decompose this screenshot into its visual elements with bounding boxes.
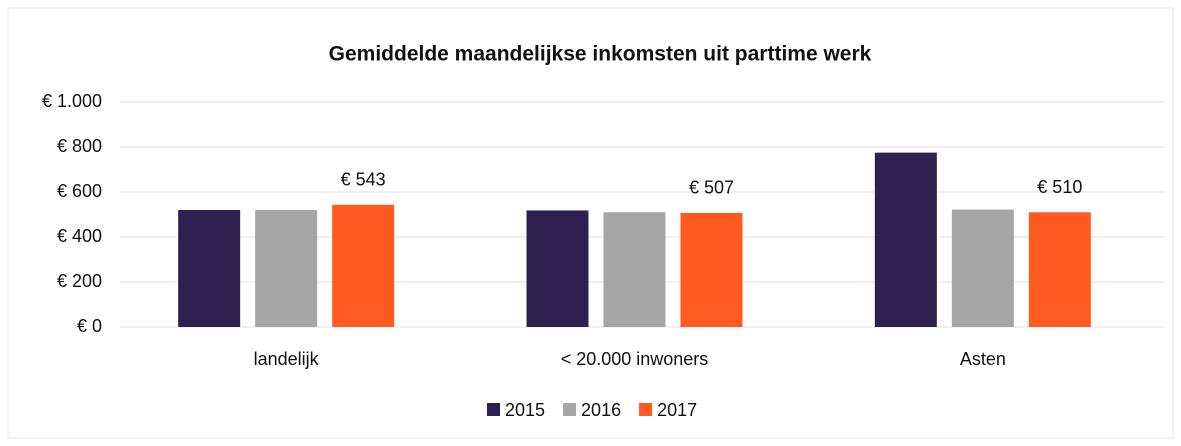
chart-title: Gemiddelde maandelijkse inkomsten uit pa… xyxy=(329,43,872,66)
y-tick-label: € 0 xyxy=(77,316,102,336)
data-label: € 507 xyxy=(689,178,734,198)
y-tick-label: € 1.000 xyxy=(42,91,102,111)
x-tick-label: landelijk xyxy=(254,349,320,369)
bar xyxy=(603,212,666,327)
data-label: € 510 xyxy=(1037,177,1082,197)
legend-label: 2017 xyxy=(657,400,697,420)
y-tick-label: € 400 xyxy=(57,226,102,246)
data-label: € 543 xyxy=(341,170,386,190)
bar xyxy=(1028,212,1091,327)
bar xyxy=(178,210,241,327)
bar xyxy=(255,210,318,327)
bar xyxy=(680,212,743,327)
y-tick-label: € 200 xyxy=(57,271,102,291)
bar xyxy=(526,210,589,327)
legend-label: 2016 xyxy=(581,400,621,420)
legend-swatch xyxy=(487,403,500,416)
bar xyxy=(332,204,395,327)
bar xyxy=(951,209,1014,327)
legend-label: 2015 xyxy=(505,400,545,420)
y-tick-label: € 600 xyxy=(57,181,102,201)
y-tick-label: € 800 xyxy=(57,136,102,156)
x-tick-label: < 20.000 inwoners xyxy=(561,349,709,369)
bar xyxy=(874,152,937,327)
legend-swatch xyxy=(639,403,653,416)
x-tick-label: Asten xyxy=(960,349,1006,369)
legend-swatch xyxy=(563,403,577,416)
